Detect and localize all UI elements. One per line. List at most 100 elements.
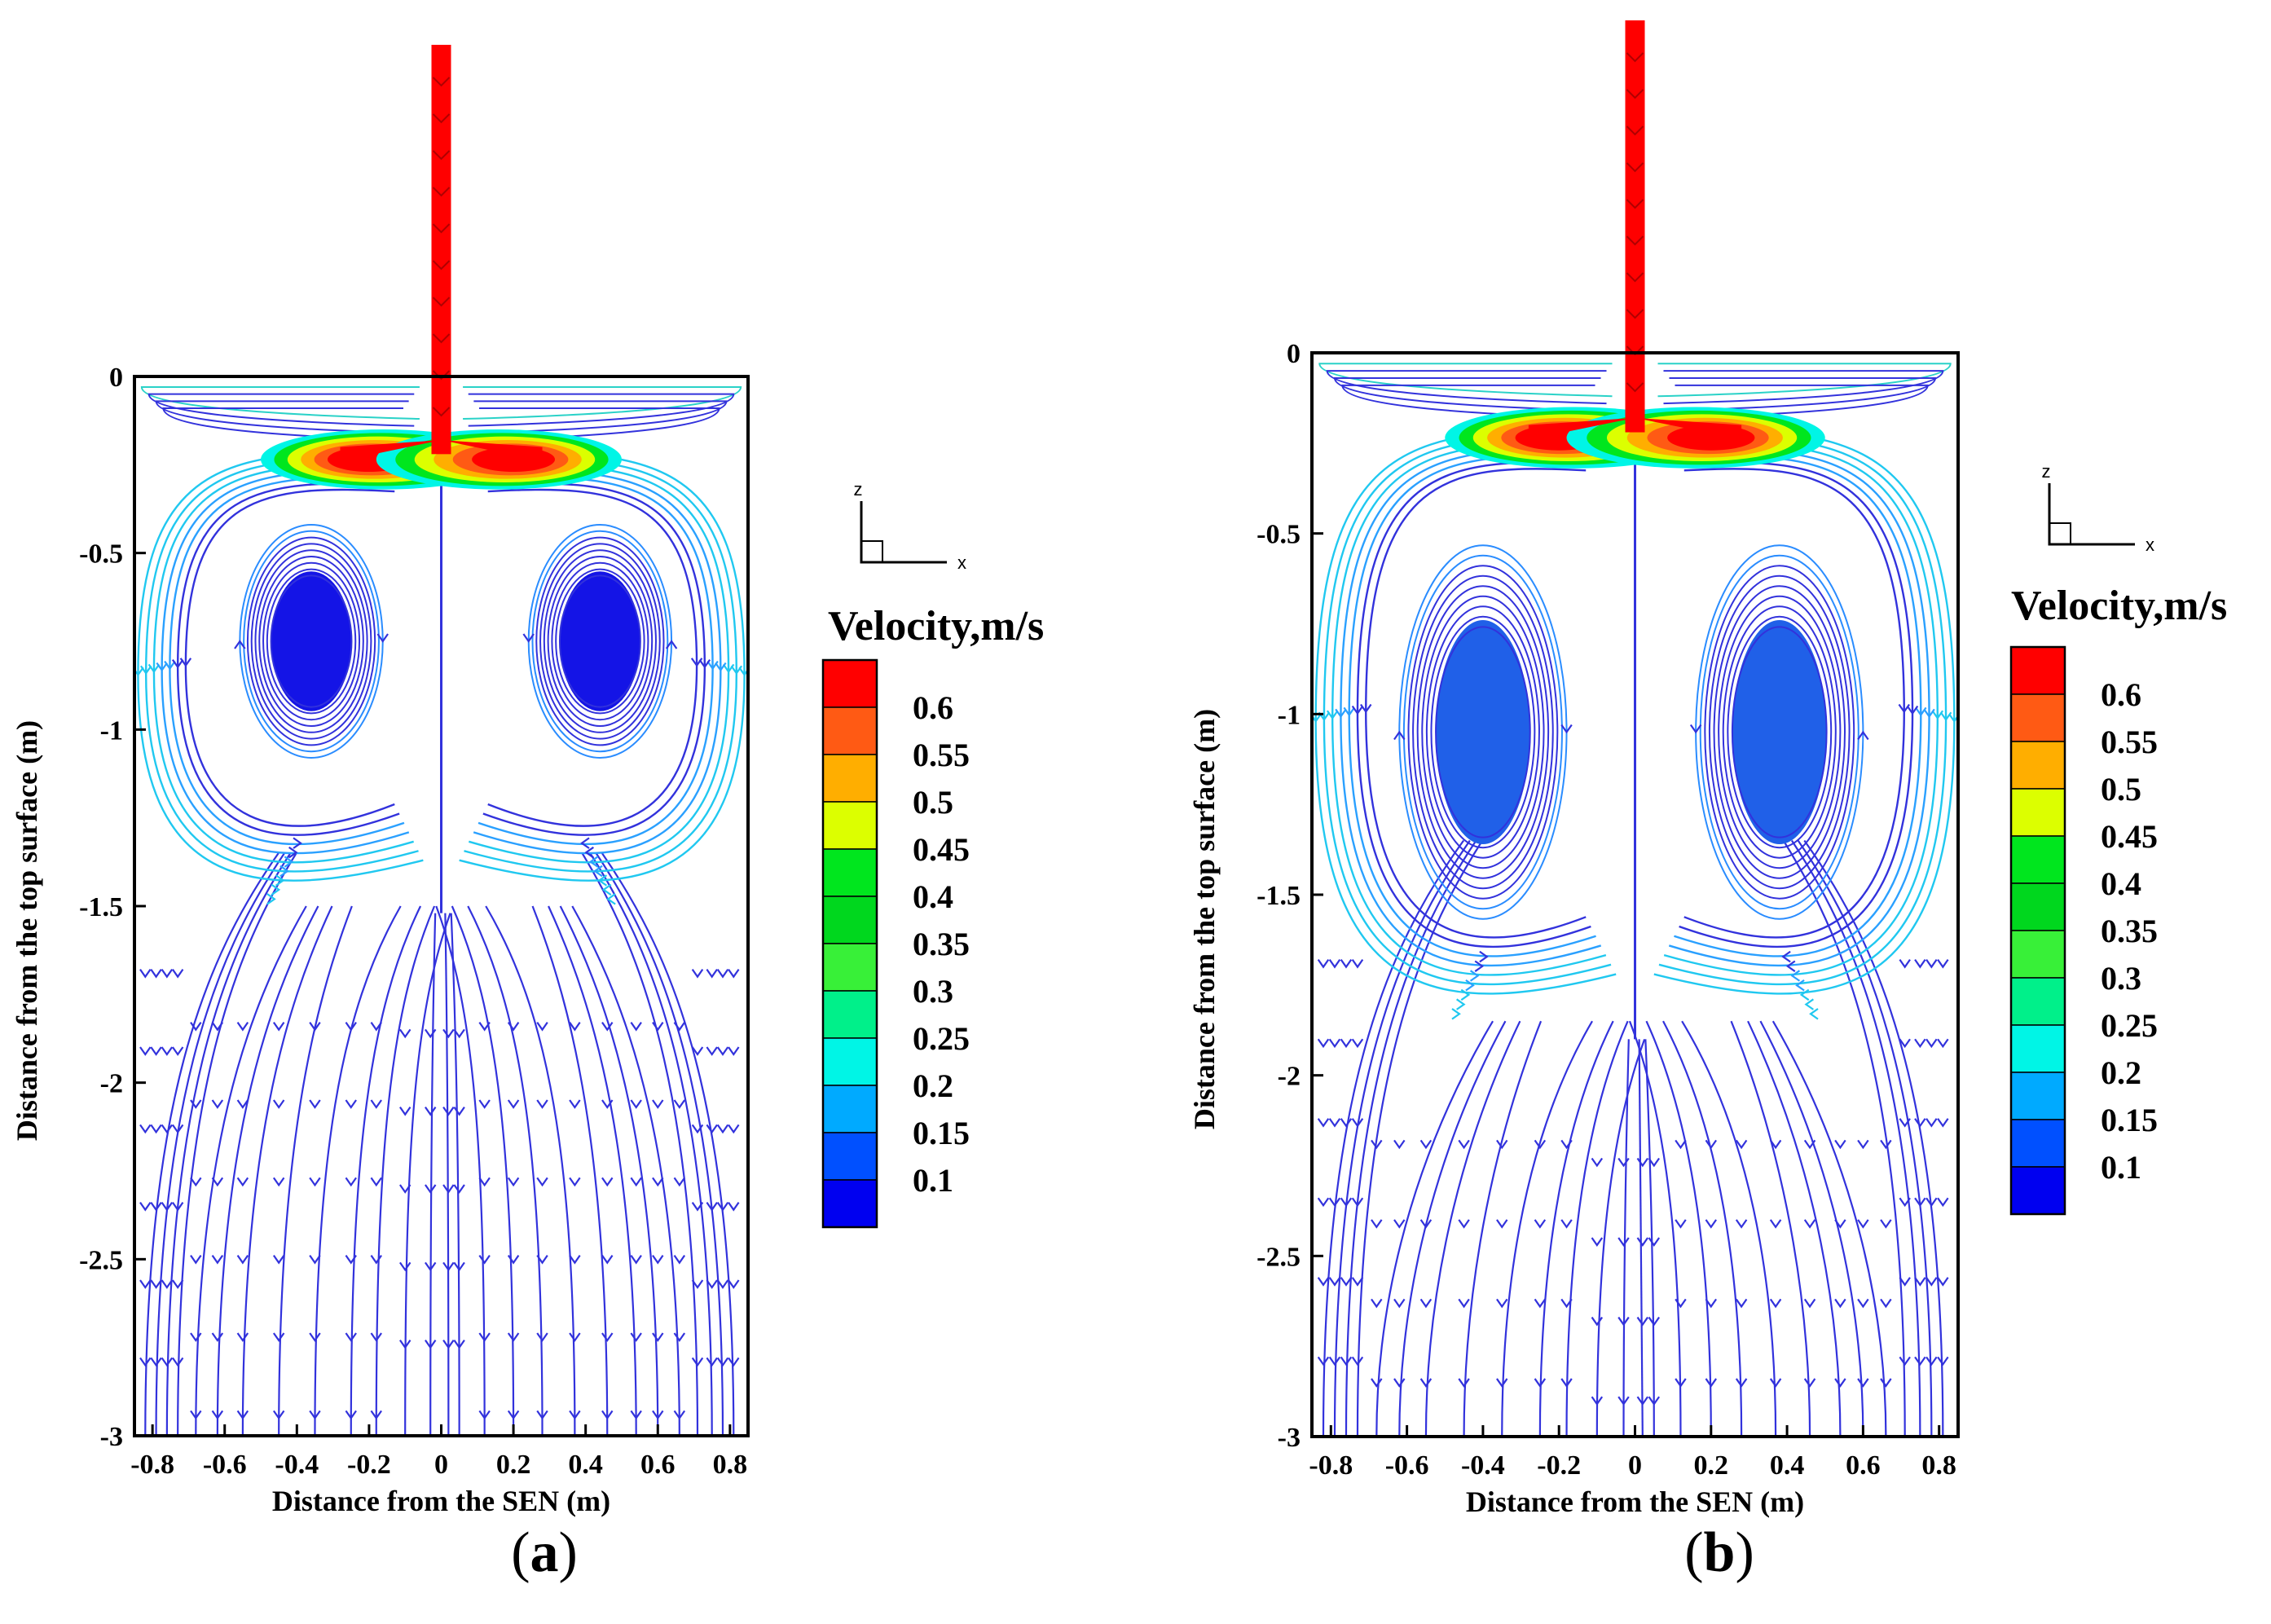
flow-arrow <box>536 1255 548 1265</box>
streamline <box>241 905 333 1436</box>
flow-arrow <box>1393 1298 1406 1309</box>
flow-arrow <box>1648 1157 1661 1168</box>
flow-arrow <box>1328 1356 1341 1367</box>
chart-panel-a: -0.8 -0.6 -0.4 -0.2 0 0.2 0.4 0.6 0.8 0 -0.5 -1 -1.5… <box>11 45 1044 1584</box>
flow-arrow <box>1393 1139 1406 1150</box>
flow-arrow <box>139 1046 152 1056</box>
colorbar-swatch <box>2010 882 2066 931</box>
flow-arrow <box>156 662 168 672</box>
flow-arrow <box>728 1279 740 1289</box>
flow-arrow <box>1926 1356 1938 1367</box>
colorbar-swatch <box>822 1085 878 1133</box>
port-jet <box>340 440 442 461</box>
surface-line <box>463 385 742 420</box>
flow-arrow <box>1689 724 1702 734</box>
nozzle-arrow <box>432 113 451 124</box>
nozzle-arrow <box>1626 162 1644 173</box>
flow-arrow <box>179 658 192 667</box>
flow-arrow <box>1419 1219 1433 1229</box>
surface-line <box>1663 370 1944 405</box>
colorbar-label: 0.4 <box>913 878 953 915</box>
x-tick-label: 0.4 <box>1770 1450 1805 1481</box>
flow-arrow <box>1769 1219 1782 1229</box>
streamline <box>404 913 451 1436</box>
flow-arrow <box>1351 1038 1364 1049</box>
flow-arrow <box>652 1255 664 1265</box>
flow-arrow <box>1834 1378 1846 1388</box>
streamline <box>559 905 659 1436</box>
surface-line <box>147 393 415 427</box>
flow-arrow <box>536 1177 548 1187</box>
flow-arrow <box>706 1046 718 1056</box>
streamline <box>581 852 699 1436</box>
flow-arrow <box>211 1255 224 1265</box>
vortex-ring <box>262 561 361 721</box>
flow-arrow <box>569 1177 581 1187</box>
streamline <box>429 913 437 1436</box>
flow-arrow <box>279 865 289 878</box>
streamline <box>450 913 460 1436</box>
x-tick-label: -0.2 <box>1537 1450 1581 1481</box>
flow-arrow <box>706 1279 718 1289</box>
flow-arrow <box>1880 1139 1892 1150</box>
surface-line <box>473 400 728 434</box>
flow-arrow <box>569 1255 581 1265</box>
flow-arrow <box>1591 1157 1604 1168</box>
streamline <box>1803 839 1944 1437</box>
flow-arrow <box>1914 1356 1926 1367</box>
flow-arrow <box>1317 1277 1330 1287</box>
flow-arrow <box>478 1177 491 1187</box>
flow-arrow <box>1458 1378 1470 1388</box>
flow-arrow <box>453 1261 465 1272</box>
flow-arrow <box>1857 1139 1869 1150</box>
streamline <box>216 905 319 1436</box>
flow-arrow <box>442 1184 455 1194</box>
flow-arrow <box>1351 1277 1364 1287</box>
streamline <box>595 852 724 1436</box>
flow-arrow <box>1458 1139 1470 1150</box>
y-tick-label: -3 <box>100 1422 123 1452</box>
nozzle-arrow <box>432 407 451 417</box>
flow-arrow <box>1326 710 1339 720</box>
flow-arrow <box>1328 1038 1341 1049</box>
colorbar-label: 0.2 <box>2101 1054 2141 1091</box>
flow-arrow <box>1451 1008 1461 1020</box>
surface-line <box>1318 363 1613 398</box>
flow-arrow <box>1926 959 1938 969</box>
flow-arrow <box>1617 1316 1630 1327</box>
x-tick-label: 0.8 <box>1921 1450 1956 1481</box>
flow-arrow <box>1371 1298 1383 1309</box>
flow-arrow <box>597 874 608 887</box>
flow-arrow <box>728 1124 740 1134</box>
colorbar-label: 0.25 <box>2101 1007 2158 1044</box>
vortex-ring <box>1407 565 1559 900</box>
streamline <box>1622 1039 1630 1437</box>
x-axis-label: Distance from the SEN (m) <box>1466 1485 1804 1518</box>
chart-panel-b: -0.8 -0.6 -0.4 -0.2 0 0.2 0.4 0.6 0.8 0 -0.5 -1 -1.5… <box>1188 20 2227 1584</box>
surface-line <box>140 385 420 420</box>
flow-arrow <box>1834 1298 1846 1309</box>
x-tick-label: 0.2 <box>496 1450 531 1480</box>
flow-arrow <box>1834 1139 1846 1150</box>
surface-line <box>1669 377 1937 412</box>
vortex-ring <box>243 530 380 753</box>
vortex-core <box>1732 619 1827 845</box>
vortex-ring <box>270 574 353 708</box>
streamline <box>485 905 576 1436</box>
colorbar-swatch <box>2010 788 2066 837</box>
colorbar-label: 0.55 <box>913 737 970 773</box>
flow-arrow <box>673 1177 686 1187</box>
colorbar-swatch <box>822 943 878 992</box>
flow-arrow <box>171 1124 184 1134</box>
triad-x-label: x <box>957 552 966 573</box>
flow-arrow <box>1735 1378 1748 1388</box>
flow-arrow <box>1419 1298 1433 1309</box>
flow-arrow <box>630 1410 642 1420</box>
colorbar-swatch <box>2010 930 2066 979</box>
flow-arrow <box>1899 1356 1911 1367</box>
streamline <box>314 905 402 1436</box>
vortex-core <box>1436 619 1530 845</box>
colorbar-frame <box>2009 645 2066 1216</box>
flow-arrow <box>442 1107 455 1116</box>
colorbar-label: 0.55 <box>2101 724 2158 760</box>
